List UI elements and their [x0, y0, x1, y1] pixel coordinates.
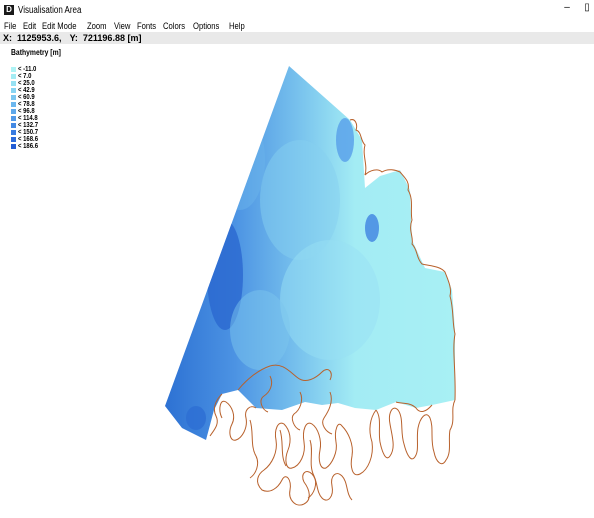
legend-item: < 25.0	[11, 80, 70, 87]
legend-swatch	[11, 81, 16, 86]
menu-edit[interactable]: Edit	[22, 21, 36, 31]
coastline	[209, 119, 456, 506]
mid-zone	[230, 290, 290, 370]
window-title: Visualisation Area	[18, 4, 82, 16]
legend-item: < 186.6	[11, 143, 70, 150]
legend-title: Bathymetry [m]	[11, 48, 61, 57]
legend-item: < 7.0	[11, 73, 70, 80]
restore-icon[interactable]: ▯	[584, 2, 590, 13]
title-bar: D Visualisation Area – ▯	[0, 0, 594, 20]
menu-fonts[interactable]: Fonts	[136, 21, 157, 31]
menu-options[interactable]: Options	[193, 21, 220, 31]
mid-zone	[215, 110, 265, 210]
legend-swatch	[11, 130, 16, 135]
deep-zone	[336, 118, 354, 162]
legend-swatch	[11, 116, 16, 121]
legend-label: < 78.8	[18, 101, 35, 108]
legend-label: < 96.8	[18, 108, 35, 115]
legend-swatch	[11, 137, 16, 142]
deep-zone	[186, 406, 206, 430]
legend-item: < 132.7	[11, 122, 70, 129]
menu-file[interactable]: File	[4, 21, 17, 31]
coordinate-bar: X: 1125953.6, Y: 721196.88 [m]	[0, 32, 594, 44]
legend-label: < 7.0	[18, 73, 32, 80]
legend-item: < 150.7	[11, 129, 70, 136]
legend-item: < 114.8	[11, 115, 70, 122]
menu-colors[interactable]: Colors	[163, 21, 186, 31]
legend-label: < -11.0	[18, 66, 37, 73]
legend-label: < 186.6	[18, 143, 39, 150]
minimize-icon[interactable]: –	[564, 2, 570, 13]
x-coord-value: 1125953.6,	[17, 33, 62, 43]
legend-label: < 150.7	[18, 129, 39, 136]
legend-item: < 168.6	[11, 136, 70, 143]
legend-label: < 168.6	[18, 136, 39, 143]
legend-items: < -11.0 < 7.0 < 25.0 < 42.9 < 60.9 < 78.8 < 96…	[11, 66, 70, 150]
legend-swatch	[11, 95, 16, 100]
legend-swatch	[11, 67, 16, 72]
deep-zone	[365, 214, 379, 242]
legend-swatch	[11, 109, 16, 114]
map-canvas[interactable]	[0, 44, 594, 518]
window-controls: – ▯	[562, 2, 592, 13]
legend-item: < -11.0	[11, 66, 70, 73]
menu-view[interactable]: View	[113, 21, 131, 31]
bathymetry-legend: Bathymetry [m] < -11.0 < 7.0 < 25.0 < 42.9 <…	[11, 48, 70, 150]
legend-label: < 132.7	[18, 122, 39, 129]
menu-bar: File Edit Edit Mode Zoom View Fonts Colo…	[0, 20, 594, 32]
bathymetry-surface	[165, 66, 455, 440]
menu-zoom[interactable]: Zoom	[86, 21, 107, 31]
legend-swatch	[11, 88, 16, 93]
legend-swatch	[11, 144, 16, 149]
app-icon: D	[4, 5, 14, 15]
legend-label: < 25.0	[18, 80, 35, 87]
y-coord-value: 721196.88 [m]	[82, 33, 142, 43]
x-coord-label: X:	[3, 33, 12, 43]
legend-item: < 78.8	[11, 101, 70, 108]
legend-item: < 96.8	[11, 108, 70, 115]
mid-zone	[280, 240, 380, 360]
legend-item: < 42.9	[11, 87, 70, 94]
legend-label: < 42.9	[18, 87, 35, 94]
legend-swatch	[11, 74, 16, 79]
legend-label: < 114.8	[18, 115, 38, 122]
legend-label: < 60.9	[18, 94, 35, 101]
y-coord-label: Y:	[69, 33, 78, 43]
menu-edit-mode[interactable]: Edit Mode	[42, 21, 77, 31]
legend-swatch	[11, 123, 16, 128]
menu-help[interactable]: Help	[228, 21, 245, 31]
legend-item: < 60.9	[11, 94, 70, 101]
mid-zone	[260, 140, 340, 260]
legend-swatch	[11, 102, 16, 107]
